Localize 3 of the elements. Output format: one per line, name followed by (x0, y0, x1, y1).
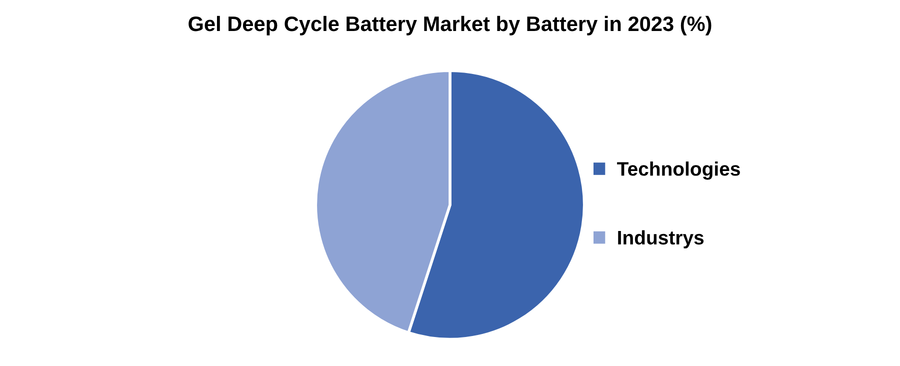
legend-label: Technologies (617, 162, 740, 180)
legend-label: Industrys (618, 230, 704, 248)
chart-title: Gel Deep Cycle Battery Market by Battery in 2023 (%) (188, 16, 712, 36)
